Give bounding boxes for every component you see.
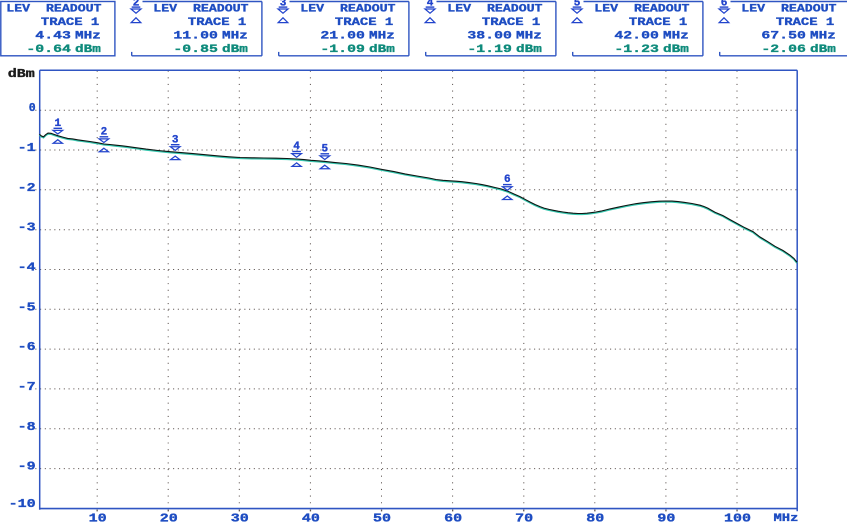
svg-text:70: 70 (515, 512, 533, 525)
svg-text:-1.23: -1.23 (614, 44, 659, 56)
svg-text:40: 40 (302, 512, 320, 525)
svg-text:-5: -5 (18, 301, 36, 314)
svg-text:LEV READOUT: LEV READOUT (594, 3, 690, 15)
svg-text:20: 20 (160, 512, 178, 525)
svg-text:MHz: MHz (516, 30, 542, 42)
svg-text:MHz: MHz (774, 513, 799, 525)
svg-text:TRACE 1: TRACE 1 (482, 17, 541, 29)
svg-text:dBm: dBm (8, 67, 35, 81)
svg-text:dBm: dBm (369, 44, 395, 56)
svg-text:LEV READOUT: LEV READOUT (153, 3, 249, 15)
svg-text:21.00: 21.00 (320, 30, 365, 42)
svg-text:-1.19: -1.19 (467, 44, 512, 56)
svg-text:4.43: 4.43 (35, 30, 71, 42)
svg-text:TRACE 1: TRACE 1 (41, 17, 100, 29)
svg-text:TRACE 1: TRACE 1 (629, 17, 688, 29)
svg-text:1: 1 (54, 118, 61, 130)
svg-text:LEV READOUT: LEV READOUT (741, 3, 837, 15)
svg-text:5: 5 (574, 0, 581, 10)
svg-text:6: 6 (504, 174, 511, 186)
svg-text:dBm: dBm (222, 44, 248, 56)
svg-text:3: 3 (280, 0, 287, 10)
svg-text:MHz: MHz (222, 30, 248, 42)
svg-text:3: 3 (172, 134, 179, 146)
svg-text:-6: -6 (18, 341, 36, 354)
svg-text:LEV READOUT: LEV READOUT (447, 3, 543, 15)
svg-text:-10: -10 (9, 498, 36, 511)
svg-text:80: 80 (586, 512, 604, 525)
svg-text:dBm: dBm (75, 44, 101, 56)
svg-text:LEV READOUT: LEV READOUT (300, 3, 396, 15)
svg-text:MHz: MHz (663, 30, 689, 42)
svg-text:dBm: dBm (663, 44, 689, 56)
svg-text:-0.64: -0.64 (26, 44, 71, 56)
svg-text:-8: -8 (18, 421, 36, 434)
svg-text:-0.85: -0.85 (173, 44, 218, 56)
svg-text:90: 90 (657, 512, 675, 525)
svg-text:TRACE 1: TRACE 1 (776, 17, 835, 29)
svg-text:LEV READOUT: LEV READOUT (6, 3, 102, 15)
svg-text:MHz: MHz (810, 30, 836, 42)
svg-text:-4: -4 (18, 262, 36, 275)
svg-text:2: 2 (133, 0, 140, 10)
svg-text:-3: -3 (18, 222, 36, 235)
svg-text:dBm: dBm (810, 44, 836, 56)
svg-text:11.00: 11.00 (173, 30, 218, 42)
svg-text:30: 30 (231, 512, 249, 525)
svg-text:4: 4 (427, 0, 434, 10)
svg-text:100: 100 (724, 512, 751, 525)
svg-text:4: 4 (293, 141, 300, 153)
svg-text:-2.06: -2.06 (761, 44, 806, 56)
svg-text:0: 0 (29, 102, 36, 115)
svg-text:60: 60 (444, 512, 462, 525)
svg-text:TRACE 1: TRACE 1 (335, 17, 394, 29)
svg-text:MHz: MHz (369, 30, 395, 42)
svg-text:MHz: MHz (75, 30, 101, 42)
svg-text:-2: -2 (18, 182, 36, 195)
svg-text:dBm: dBm (516, 44, 542, 56)
svg-text:-1.09: -1.09 (320, 44, 365, 56)
svg-text:-9: -9 (18, 461, 36, 474)
svg-text:TRACE 1: TRACE 1 (188, 17, 247, 29)
svg-text:10: 10 (89, 512, 107, 525)
svg-text:67.50: 67.50 (761, 30, 806, 42)
svg-text:5: 5 (321, 143, 328, 155)
svg-text:-1: -1 (18, 142, 36, 155)
svg-text:6: 6 (721, 0, 728, 10)
svg-text:50: 50 (373, 512, 391, 525)
svg-text:2: 2 (101, 126, 108, 138)
svg-text:-7: -7 (18, 381, 36, 394)
svg-text:42.00: 42.00 (614, 30, 659, 42)
svg-text:38.00: 38.00 (467, 30, 512, 42)
